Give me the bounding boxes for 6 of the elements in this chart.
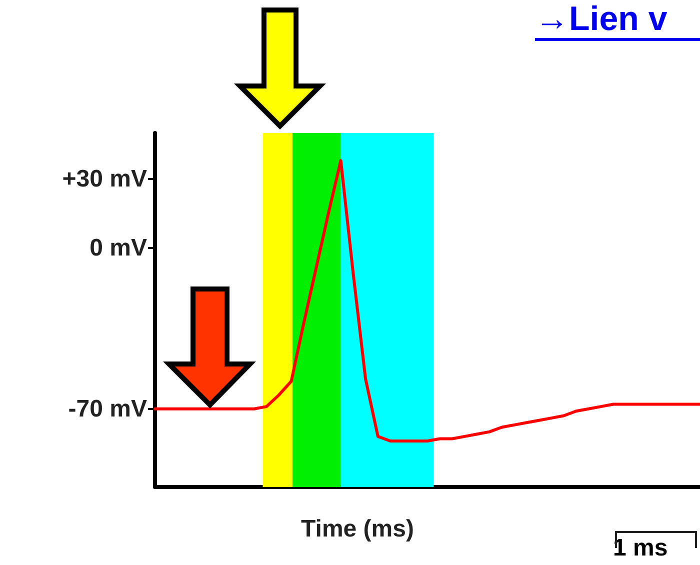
y-tick-label: -70 mV — [68, 395, 147, 422]
line-series — [154, 159, 700, 443]
y-tick-label: +30 mV — [62, 165, 147, 192]
text: →Lien v — [535, 0, 668, 38]
y-tick-label: 0 mV — [90, 234, 147, 262]
x-axis-title: Time (ms) — [301, 516, 414, 542]
